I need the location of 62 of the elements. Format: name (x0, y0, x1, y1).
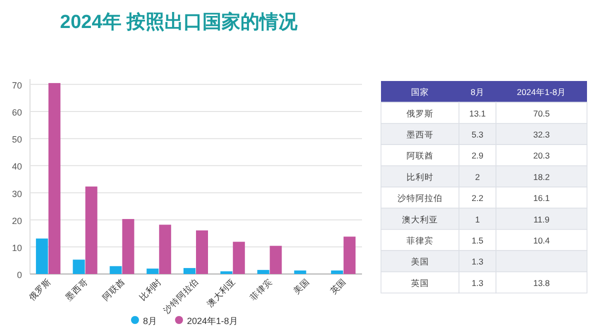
y-tick-label: 俄罗斯 (406, 108, 434, 118)
bar (344, 236, 356, 274)
x-tick-label: 沙特阿拉伯 (162, 276, 200, 316)
bar (331, 270, 344, 274)
y-tick-label: 比利时 (406, 172, 434, 182)
x-tick-label: 比利时 (137, 276, 164, 303)
data-label: 2.9 (472, 150, 484, 161)
data-label: 18.2 (533, 172, 550, 182)
data-label: 2.2 (472, 193, 484, 204)
data-label: 1.3 (472, 278, 484, 288)
y-tick-label: 菲律宾 (406, 236, 434, 246)
x-tick-label: 澳大利亚 (204, 276, 238, 309)
data-label: 11.9 (534, 214, 550, 224)
bar (184, 268, 196, 274)
chart-title: 2024年 按照出口国家的情况 (60, 11, 299, 33)
data-label: 1.5 (472, 236, 484, 246)
y-tick-label: 40 (12, 162, 22, 172)
bar (72, 260, 85, 274)
y-tick-label: 10 (12, 242, 22, 253)
y-tick-label: 20 (12, 216, 22, 226)
bar (196, 230, 208, 274)
bar (257, 270, 270, 274)
data-label: 5.3 (472, 130, 484, 140)
bar (146, 268, 159, 274)
data-label: 16.1 (533, 193, 550, 204)
bar (270, 246, 282, 274)
y-tick-label: 墨西哥 (406, 130, 434, 140)
y-tick-label: 沙特阿拉伯 (398, 193, 442, 204)
data-label: 10.4 (533, 236, 550, 246)
x-tick-label: 美国 (291, 276, 312, 296)
data-label: 2 (475, 172, 480, 182)
y-tick-label: 60 (12, 108, 22, 118)
bar (85, 186, 98, 274)
data-label: 70.5 (533, 108, 550, 118)
y-axis-title: 国家 (411, 87, 429, 98)
bar (110, 266, 122, 274)
data-label: 1.3 (472, 256, 484, 267)
data-label: 20.3 (533, 150, 550, 161)
x-tick-label: 墨西哥 (64, 276, 90, 303)
x-tick-label: 阿联酋 (100, 276, 127, 303)
data-label: 32.3 (533, 130, 550, 140)
legend-label: 2024年1-8月 (187, 316, 238, 326)
data-label: 13.8 (533, 278, 550, 288)
y-tick-label: 美国 (411, 256, 429, 267)
bar (159, 224, 172, 274)
bar (48, 83, 60, 274)
y-tick-label: 30 (12, 188, 22, 199)
x-tick-label: 菲律宾 (248, 276, 274, 303)
y-tick-label: 澳大利亚 (402, 214, 438, 224)
y-tick-label: 阿联酋 (406, 150, 434, 161)
bar (294, 270, 306, 274)
bar (36, 238, 48, 274)
y-tick-label: 50 (12, 134, 22, 145)
y-tick-label: 70 (12, 80, 22, 90)
data-label: 13.1 (469, 108, 486, 118)
legend-label: 8月 (143, 316, 158, 326)
bar (122, 219, 134, 274)
bar (232, 242, 245, 274)
y-tick-label: 0 (16, 270, 22, 280)
data-label: 1 (475, 214, 480, 224)
x-tick-label: 英国 (328, 276, 348, 296)
bar (220, 271, 232, 274)
